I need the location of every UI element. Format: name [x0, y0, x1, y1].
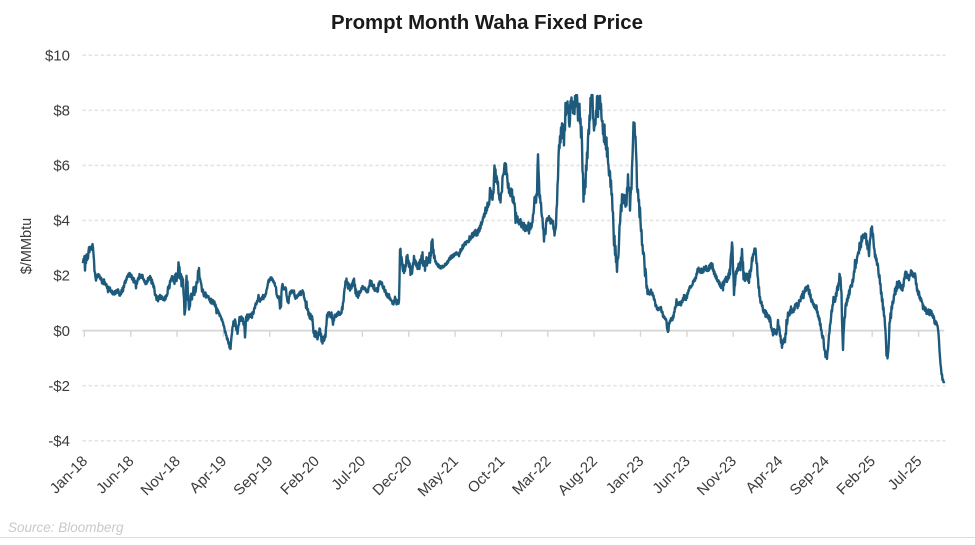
svg-text:Source: Bloomberg: Source: Bloomberg: [8, 520, 124, 535]
svg-text:$4: $4: [53, 213, 70, 230]
svg-text:Prompt Month Waha Fixed Price: Prompt Month Waha Fixed Price: [331, 12, 643, 34]
svg-text:$0: $0: [53, 323, 70, 340]
svg-text:$8: $8: [53, 103, 70, 120]
svg-text:-$4: -$4: [48, 433, 70, 450]
svg-text:$/MMbtu: $/MMbtu: [19, 218, 35, 274]
svg-text:$6: $6: [53, 158, 70, 175]
svg-text:$2: $2: [53, 268, 70, 285]
svg-text:-$2: -$2: [48, 378, 70, 395]
svg-text:$10: $10: [45, 47, 70, 64]
